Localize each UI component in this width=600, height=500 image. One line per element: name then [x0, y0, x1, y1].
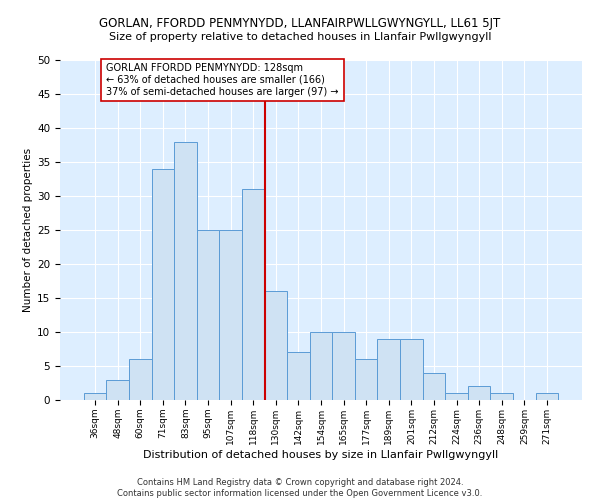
Text: Contains HM Land Registry data © Crown copyright and database right 2024.
Contai: Contains HM Land Registry data © Crown c… — [118, 478, 482, 498]
Text: Size of property relative to detached houses in Llanfair Pwllgwyngyll: Size of property relative to detached ho… — [109, 32, 491, 42]
Bar — [152, 169, 174, 400]
Bar — [468, 386, 490, 400]
Bar — [242, 189, 265, 400]
Bar — [197, 230, 220, 400]
Bar — [332, 332, 355, 400]
X-axis label: Distribution of detached houses by size in Llanfair Pwllgwyngyll: Distribution of detached houses by size … — [143, 450, 499, 460]
Text: GORLAN FFORDD PENMYNYDD: 128sqm
← 63% of detached houses are smaller (166)
37% o: GORLAN FFORDD PENMYNYDD: 128sqm ← 63% of… — [106, 64, 339, 96]
Bar — [106, 380, 129, 400]
Bar — [377, 339, 400, 400]
Bar — [490, 393, 513, 400]
Y-axis label: Number of detached properties: Number of detached properties — [23, 148, 33, 312]
Bar — [445, 393, 468, 400]
Bar — [265, 291, 287, 400]
Bar — [129, 359, 152, 400]
Bar — [84, 393, 106, 400]
Bar — [220, 230, 242, 400]
Bar — [400, 339, 422, 400]
Text: GORLAN, FFORDD PENMYNYDD, LLANFAIRPWLLGWYNGYLL, LL61 5JT: GORLAN, FFORDD PENMYNYDD, LLANFAIRPWLLGW… — [100, 18, 500, 30]
Bar — [536, 393, 558, 400]
Bar — [287, 352, 310, 400]
Bar — [422, 373, 445, 400]
Bar — [355, 359, 377, 400]
Bar — [310, 332, 332, 400]
Bar — [174, 142, 197, 400]
